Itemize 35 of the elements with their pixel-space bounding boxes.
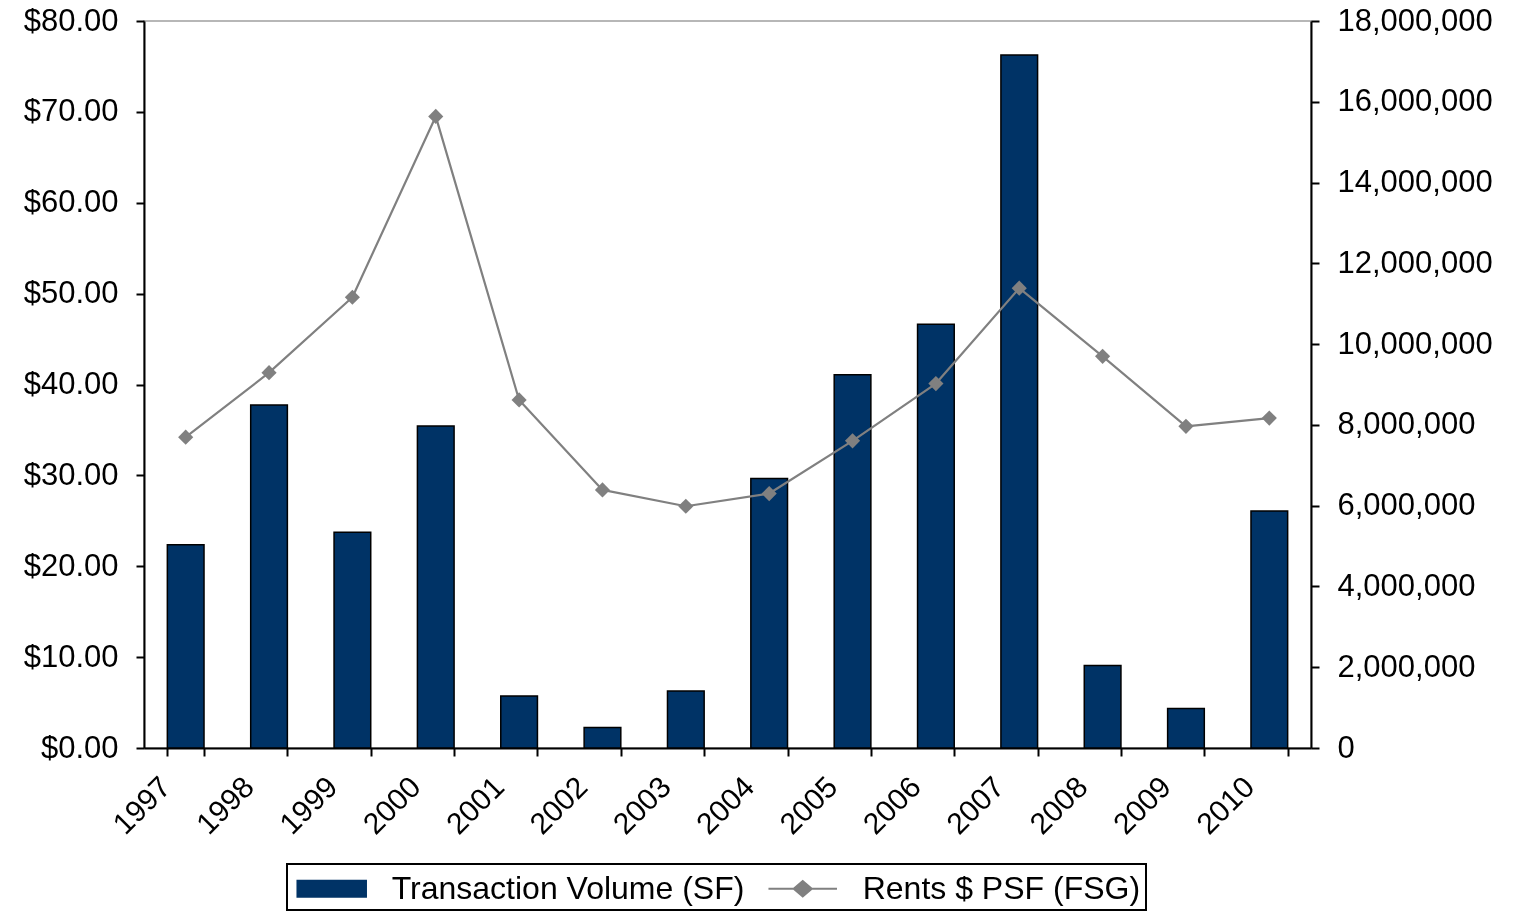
point (261, 365, 277, 381)
point (594, 482, 611, 498)
point (1261, 410, 1277, 426)
y2-tick-label: 18,000,000 (1337, 2, 1493, 38)
y2-tick-label: 16,000,000 (1337, 83, 1493, 119)
point (511, 392, 527, 408)
y2-tick-label: 6,000,000 (1337, 487, 1476, 523)
y-tick-label: $80.00 (23, 2, 119, 38)
y2-tick-label: 10,000,000 (1337, 325, 1493, 361)
y2-tick-label: 12,000,000 (1337, 244, 1493, 280)
y2-tick-label: 2,000,000 (1337, 648, 1476, 684)
point (1178, 418, 1194, 434)
legend-label: Transaction Volume (SF) (391, 869, 745, 906)
y2-tick-label: 4,000,000 (1337, 567, 1476, 603)
y-tick-label: $30.00 (23, 456, 119, 492)
y2-tick-label: 8,000,000 (1337, 406, 1476, 442)
y-tick-label: $50.00 (23, 275, 119, 311)
point (344, 289, 360, 305)
y-tick-label: $40.00 (23, 366, 119, 401)
point (844, 433, 861, 449)
y2-tick-label: 0 (1337, 729, 1355, 765)
point (761, 485, 777, 502)
y-tick-label: $10.00 (23, 638, 119, 674)
legend-label: Rents $ PSF (FSG) (862, 869, 1141, 906)
point (428, 108, 444, 124)
point (1095, 348, 1111, 364)
y-tick-label: $60.00 (23, 184, 119, 220)
y-tick-label: $20.00 (23, 547, 119, 583)
point (178, 429, 194, 445)
y2-tick-label: 14,000,000 (1337, 164, 1493, 200)
point (1011, 280, 1027, 296)
y-tick-label: $70.00 (23, 93, 119, 129)
point (928, 376, 944, 392)
point (678, 498, 694, 514)
y-tick-label: $0.00 (40, 729, 119, 765)
